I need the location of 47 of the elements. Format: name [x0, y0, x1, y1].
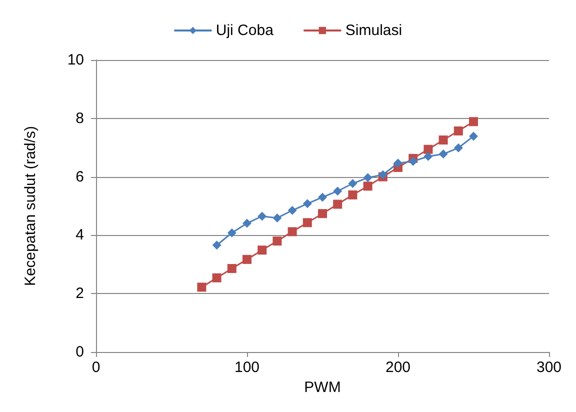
y-tick-label: 2	[76, 285, 84, 302]
point	[272, 236, 282, 246]
legend-label: Simulasi	[345, 22, 402, 39]
y-tick-label: 4	[76, 226, 84, 244]
point	[242, 218, 252, 228]
point	[212, 273, 222, 282]
x-axis-title: PWM	[304, 379, 341, 396]
point	[258, 212, 267, 221]
point	[318, 192, 327, 202]
point	[212, 240, 222, 250]
point	[302, 218, 312, 228]
point	[454, 143, 463, 152]
point	[394, 158, 402, 168]
x-tick-label: 200	[385, 359, 411, 376]
point	[408, 156, 418, 166]
point	[288, 206, 297, 215]
point	[363, 182, 372, 191]
point	[258, 246, 267, 255]
point	[424, 152, 433, 161]
x-tick-label: 100	[234, 359, 260, 376]
x-tick-label: 300	[536, 359, 562, 376]
point	[348, 190, 358, 200]
point	[302, 199, 312, 208]
point	[424, 144, 433, 154]
point	[363, 173, 372, 182]
point	[227, 228, 236, 238]
point	[288, 227, 297, 236]
point	[318, 209, 327, 218]
legend-label: Uji Coba	[216, 22, 274, 39]
point	[333, 200, 342, 209]
point	[242, 254, 252, 264]
point	[272, 213, 282, 222]
x-tick-label: 0	[92, 359, 100, 376]
point	[469, 117, 478, 126]
y-tick-label: 8	[76, 110, 84, 127]
point	[197, 282, 206, 292]
point	[469, 132, 478, 141]
y-tick-label: 10	[67, 52, 84, 68]
point	[227, 264, 236, 273]
y-tick-label: 0	[76, 344, 84, 360]
point	[333, 186, 342, 196]
point	[438, 150, 448, 159]
point	[348, 179, 358, 188]
point	[438, 136, 448, 145]
point	[454, 126, 463, 136]
y-axis-title: Kecepatan sudut (rad/s)	[22, 126, 39, 286]
y-tick-label: 6	[76, 168, 84, 186]
